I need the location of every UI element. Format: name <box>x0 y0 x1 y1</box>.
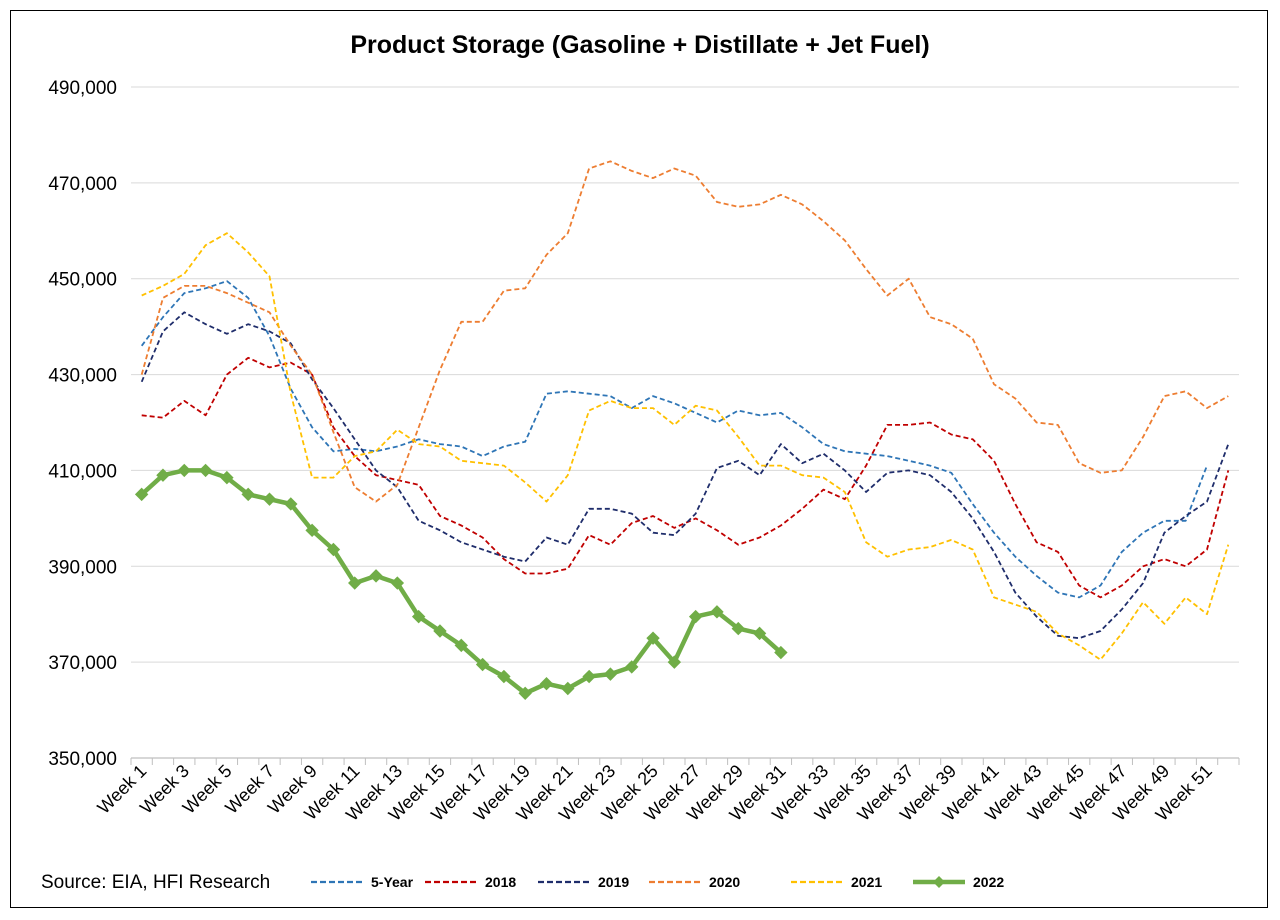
legend-item: 2019 <box>538 874 629 890</box>
series-lines <box>134 160 1230 701</box>
legend-item: 2022 <box>913 874 1004 890</box>
series-line-2019 <box>140 311 1230 640</box>
series-line-5-year <box>140 280 1208 599</box>
legend-label: 2020 <box>709 874 740 890</box>
legend-item: 5-Year <box>311 874 414 890</box>
y-tick-label: 430,000 <box>48 366 117 387</box>
data-point-marker <box>390 576 405 590</box>
chart-title: Product Storage (Gasoline + Distillate +… <box>350 31 929 59</box>
legend-label: 2018 <box>485 874 516 890</box>
data-point-marker <box>134 487 149 502</box>
data-point-marker <box>454 638 468 653</box>
data-point-marker <box>305 523 319 538</box>
data-point-marker <box>177 463 191 478</box>
data-point-marker <box>667 655 682 669</box>
data-point-marker <box>518 686 532 701</box>
data-point-marker <box>220 470 234 485</box>
data-point-marker <box>433 624 447 638</box>
legend-marker <box>933 876 945 888</box>
data-point-marker <box>284 497 298 511</box>
data-point-marker <box>198 463 213 478</box>
data-point-marker <box>752 626 767 641</box>
data-point-marker <box>582 669 596 684</box>
y-axis-ticks: 350,000 370,000 390,000 410,000 430,000 450,0… <box>48 78 117 770</box>
gridlines <box>131 86 1239 663</box>
y-tick-label: 370,000 <box>48 653 117 674</box>
legend-item: 2021 <box>791 874 882 890</box>
data-point-marker <box>475 657 490 672</box>
legend-item: 2018 <box>425 874 516 890</box>
y-tick-label: 410,000 <box>48 461 117 482</box>
data-point-marker <box>369 569 383 583</box>
y-tick-label: 350,000 <box>48 749 117 770</box>
chart-frame: Product Storage (Gasoline + Distillate +… <box>10 10 1268 908</box>
data-point-marker <box>539 677 554 691</box>
data-point-marker <box>411 609 426 624</box>
y-tick-label: 450,000 <box>48 270 117 291</box>
data-point-marker <box>241 487 255 502</box>
legend-label: 5-Year <box>371 874 414 890</box>
data-point-marker <box>326 542 341 557</box>
legend-label: 2021 <box>851 874 882 890</box>
y-tick-label: 490,000 <box>48 78 117 99</box>
data-point-marker <box>262 492 277 506</box>
series-line-2020 <box>140 160 1229 503</box>
legend-item: 2020 <box>649 874 740 890</box>
data-point-marker <box>625 660 639 674</box>
y-tick-label: 390,000 <box>48 557 117 578</box>
legend-label: 2019 <box>598 874 629 890</box>
data-point-marker <box>688 609 703 624</box>
line-chart: Product Storage (Gasoline + Distillate +… <box>41 31 1240 893</box>
data-point-marker <box>561 681 575 696</box>
source-note: Source: EIA, HFI Research <box>41 872 270 893</box>
legend-label: 2022 <box>973 874 1004 890</box>
data-point-marker <box>731 621 745 636</box>
series-line-2021 <box>141 232 1230 661</box>
data-point-marker <box>646 631 660 645</box>
data-point-marker <box>497 669 511 684</box>
y-tick-label: 470,000 <box>48 174 117 195</box>
data-point-marker <box>348 576 362 590</box>
data-point-marker <box>710 605 724 619</box>
series-line-2018 <box>141 356 1230 599</box>
series-line-2022 <box>140 468 783 696</box>
data-point-marker <box>774 645 788 660</box>
data-point-marker <box>603 667 618 681</box>
data-point-marker <box>156 468 170 482</box>
legend: 5-Year 2018 2019 2020 2021 2022 <box>311 874 1004 890</box>
